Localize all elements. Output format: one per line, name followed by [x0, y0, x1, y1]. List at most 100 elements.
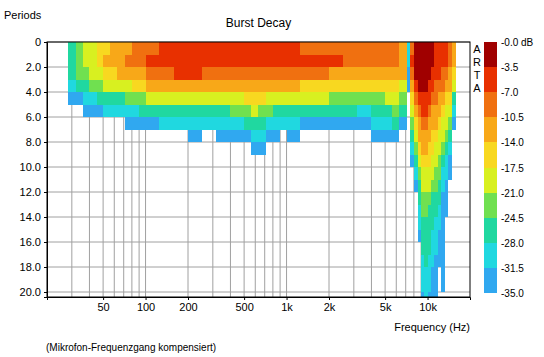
y-tick: 10.0: [20, 161, 47, 173]
colorbar-band: [484, 193, 497, 218]
cell: [216, 67, 231, 80]
cell: [83, 80, 89, 93]
cell: [139, 42, 145, 55]
cell: [445, 205, 449, 218]
cell: [407, 67, 410, 80]
cell: [97, 92, 103, 105]
cell: [76, 92, 83, 105]
cell: [445, 180, 449, 193]
cell: [258, 130, 265, 143]
cell: [445, 105, 449, 118]
cell: [357, 92, 372, 105]
cell: [315, 67, 329, 80]
cell: [414, 105, 418, 118]
cell: [343, 92, 357, 105]
cell: [445, 55, 449, 68]
cell: [399, 42, 406, 55]
cell: [438, 217, 442, 230]
cell: [273, 130, 280, 143]
cell: [83, 67, 89, 80]
cell: [428, 217, 432, 230]
cell: [244, 105, 251, 118]
cell: [230, 67, 244, 80]
y-tick-mark: [44, 42, 47, 43]
cell: [424, 167, 427, 180]
cell: [438, 255, 442, 268]
x-tick-mark: [244, 297, 245, 300]
colorbar-label: -21.0: [501, 188, 524, 199]
cell: [424, 255, 427, 268]
cell: [139, 80, 145, 93]
cell: [132, 92, 139, 105]
cell: [421, 255, 424, 268]
cell: [448, 67, 452, 80]
cell: [418, 130, 422, 143]
cell: [410, 92, 414, 105]
cell: [452, 67, 456, 80]
cell: [230, 42, 244, 55]
cell: [202, 80, 216, 93]
cell: [230, 117, 244, 130]
cell: [188, 130, 202, 143]
cell: [445, 142, 449, 155]
cell: [428, 42, 432, 55]
y-tick-mark: [44, 242, 47, 243]
cell: [414, 80, 418, 93]
y-tick: 16.0: [20, 236, 47, 248]
cell: [103, 80, 110, 93]
cell: [159, 80, 174, 93]
cell: [125, 92, 132, 105]
cell: [441, 67, 444, 80]
cell: [202, 55, 216, 68]
y-tick-mark: [44, 142, 47, 143]
cell: [424, 117, 427, 130]
cell: [300, 80, 315, 93]
y-tick-label: 18.0: [20, 261, 41, 273]
cell: [431, 67, 434, 80]
cell: [287, 130, 301, 143]
cell: [117, 67, 124, 80]
y-axis-line: [44, 43, 48, 298]
cell: [244, 55, 251, 68]
cell: [146, 105, 160, 118]
cell: [407, 55, 410, 68]
cell: [188, 55, 202, 68]
x-tick-label: 100: [137, 301, 155, 313]
cell: [431, 267, 434, 280]
x-tick-label: 200: [179, 301, 197, 313]
cell: [445, 167, 449, 180]
cell: [266, 105, 273, 118]
cell: [414, 55, 418, 68]
x-tick-mark: [103, 297, 104, 300]
cell: [431, 55, 434, 68]
cell: [434, 155, 437, 168]
x-tick-label: 1k: [281, 301, 293, 313]
cell: [414, 155, 418, 168]
cell: [280, 105, 286, 118]
cell: [159, 92, 174, 105]
cell: [103, 105, 110, 118]
cell: [174, 80, 188, 93]
x-tick: 50: [97, 297, 109, 313]
cell: [343, 42, 357, 55]
cell: [125, 117, 132, 130]
cell: [216, 55, 231, 68]
cell: [421, 55, 424, 68]
cell: [434, 167, 437, 180]
cell: [110, 67, 117, 80]
cell: [251, 80, 258, 93]
y-tick-mark: [44, 292, 47, 293]
cell: [76, 67, 83, 80]
cell: [414, 92, 418, 105]
y-tick: 12.0: [20, 186, 47, 198]
cell: [202, 42, 216, 55]
cell: [273, 55, 280, 68]
y-tick-label: 4.0: [26, 86, 41, 98]
cell: [392, 92, 399, 105]
cell: [414, 130, 418, 143]
cell: [438, 192, 442, 205]
cell: [125, 105, 132, 118]
cell: [230, 55, 244, 68]
cell: [300, 67, 315, 80]
footnote: (Mikrofon-Frequenzgang kompensiert): [46, 342, 216, 353]
